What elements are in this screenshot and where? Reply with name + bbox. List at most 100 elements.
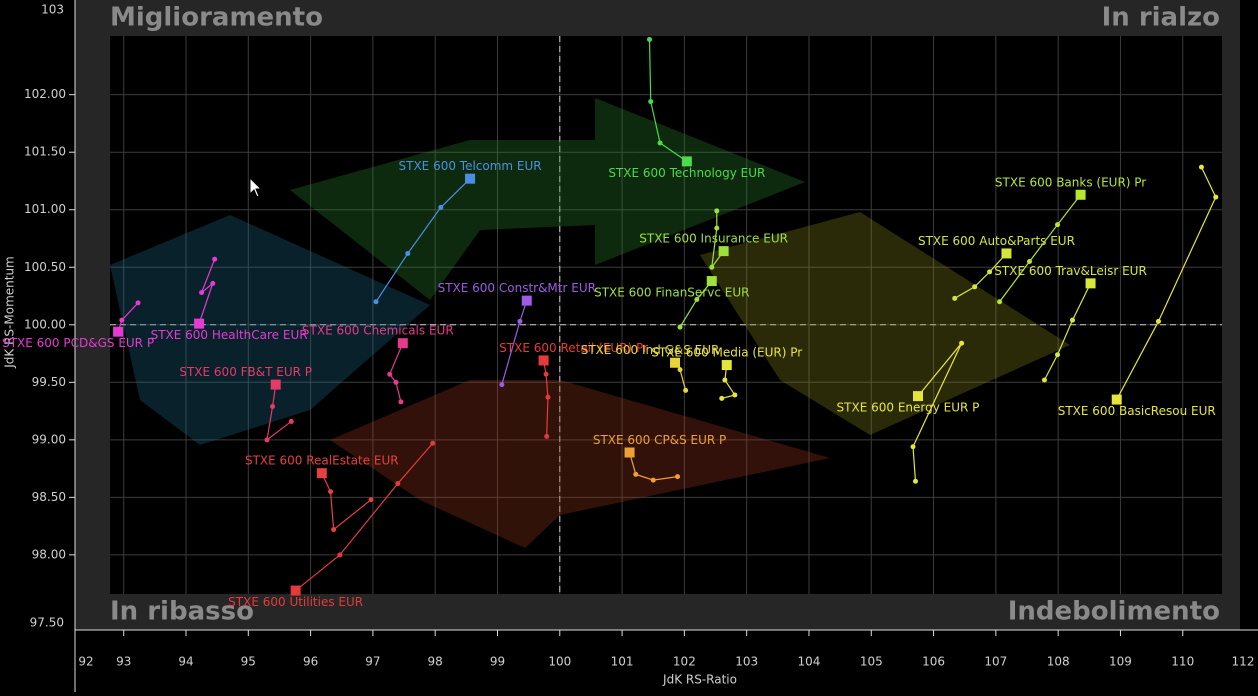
series: STXE 600 Auto&Parts EUR	[918, 234, 1075, 301]
series: STXE 600 FinanServc EUR	[594, 276, 749, 330]
x-tick-label: 105	[860, 655, 883, 669]
tail-line	[628, 452, 678, 481]
tail-line	[721, 364, 736, 399]
x-tick-label: 103	[735, 655, 758, 669]
x-tick-label: 94	[178, 655, 193, 669]
tail-line	[954, 253, 1007, 299]
tail-point	[210, 280, 216, 286]
tail-point	[288, 418, 294, 424]
series-label: STXE 600 Trav&Leisr EUR	[994, 264, 1147, 278]
head-marker	[397, 338, 408, 349]
tail-point	[1155, 318, 1161, 324]
quadrant-label: Indebolimento	[1008, 597, 1220, 627]
x-tick-label: 110	[1171, 655, 1194, 669]
series: STXE 600 Telcomm EUR	[373, 159, 542, 305]
series: STXE 600 Chemicals EUR	[302, 324, 454, 405]
tail-point	[264, 437, 270, 443]
x-break-label: 112	[1232, 655, 1255, 669]
tail-point	[328, 489, 334, 495]
tail-point	[517, 318, 523, 324]
tail-line	[1043, 283, 1092, 381]
tail-line	[912, 342, 963, 482]
series-label: STXE 600 Telcomm EUR	[399, 159, 542, 173]
head-marker	[718, 246, 729, 257]
y-tick-label: 99.00	[32, 432, 66, 446]
series-label: STXE 600 Media (EUR) Pr	[651, 346, 802, 360]
series: STXE 600 RealEstate EUR	[245, 454, 399, 533]
head-marker	[538, 355, 549, 366]
y-tick-label: 101.50	[24, 145, 66, 159]
tail-point	[646, 36, 652, 42]
tail-point	[648, 99, 654, 105]
series-label: STXE 600 Chemicals EUR	[302, 324, 454, 338]
quadrant-label: In rialzo	[1102, 3, 1220, 33]
x-tick-label: 95	[241, 655, 256, 669]
head-marker	[1085, 278, 1096, 289]
head-marker	[465, 173, 476, 184]
y-tick-label: 100.00	[24, 317, 66, 331]
tail-point	[709, 264, 715, 270]
tail-point	[714, 208, 720, 214]
tail-point	[544, 433, 550, 439]
tail-point	[657, 140, 663, 146]
series: STXE 600 Constr&Mtr EUR	[438, 281, 596, 388]
series: STXE 600 Ind G&S EUR	[581, 343, 719, 393]
x-tick-label: 100	[548, 655, 571, 669]
tail-point	[395, 481, 401, 487]
tail-point	[1055, 352, 1061, 358]
head-marker	[290, 585, 301, 596]
tail-line	[375, 178, 471, 303]
tail-point	[677, 367, 683, 373]
tail-point	[677, 324, 683, 330]
tail-line	[1116, 166, 1217, 400]
series: STXE 600 Technology EUR	[608, 36, 765, 180]
tail-point	[135, 300, 141, 306]
head-marker	[1075, 189, 1086, 200]
tail-point	[732, 392, 738, 398]
tail-point	[633, 471, 639, 477]
series: STXE 600 Retail (EUR) Pr	[499, 341, 648, 439]
series-label: STXE 600 FB&T EUR P	[179, 365, 312, 379]
series-label: STXE 600 Retail (EUR) Pr	[499, 341, 648, 355]
series-label: STXE 600 Insurance EUR	[639, 232, 788, 246]
tail-point	[438, 204, 444, 210]
tail-line	[542, 360, 549, 437]
quadrant-label: Miglioramento	[110, 3, 323, 33]
tail-line	[321, 472, 372, 531]
series-label: STXE 600 HealthCare EUR	[151, 328, 308, 342]
x-tick-label: 98	[428, 655, 443, 669]
series-label: STXE 600 Utilities EUR	[228, 595, 363, 609]
series-label: STXE 600 Auto&Parts EUR	[918, 234, 1075, 248]
head-marker	[270, 379, 281, 390]
tail-point	[270, 403, 276, 409]
tail-point	[393, 379, 399, 385]
tail-point	[910, 444, 916, 450]
y-tick-label: 99.50	[32, 375, 66, 389]
y-break-label: 97.50	[30, 616, 64, 630]
grid	[110, 36, 1222, 594]
series: STXE 600 Banks (EUR) Pr	[995, 175, 1146, 305]
tail-point	[545, 394, 551, 400]
head-marker	[721, 360, 732, 371]
series: STXE 600 BasicResou EUR	[1058, 164, 1219, 418]
tail-point	[1069, 317, 1075, 323]
x-tick-label: 102	[673, 655, 696, 669]
x-axis-label: JdK RS-Ratio	[662, 673, 737, 687]
y-tick-label: 100.50	[24, 260, 66, 274]
tail-point	[694, 296, 700, 302]
y-tick-label: 102.00	[24, 87, 66, 101]
tail-point	[714, 225, 720, 231]
tail-line	[999, 194, 1082, 303]
tail-point	[675, 474, 681, 480]
tail-point	[987, 269, 993, 275]
tail-line	[266, 384, 292, 442]
series-label: STXE 600 Energy EUR P	[837, 401, 980, 415]
head-marker	[521, 295, 532, 306]
tail-point	[683, 387, 689, 393]
x-tick-label: 108	[1047, 655, 1070, 669]
series: STXE 600 Media (EUR) Pr	[651, 346, 802, 401]
head-marker	[316, 468, 327, 479]
head-marker	[706, 276, 717, 287]
tail-point	[719, 395, 725, 401]
